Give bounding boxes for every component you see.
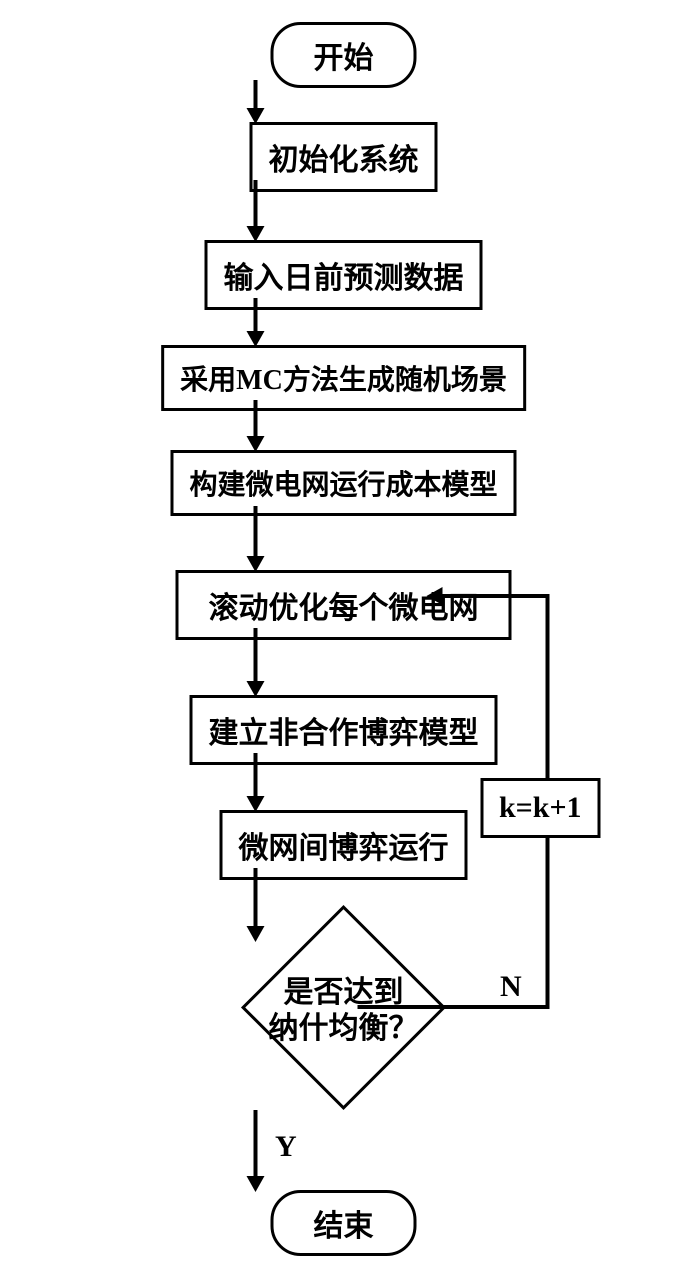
n-hline [357,1005,549,1009]
rolling-process: 滚动优化每个微电网 [176,570,512,640]
input-process: 输入日前预测数据 [205,240,483,310]
cost-label: 构建微电网运行成本模型 [189,470,497,501]
arrow-init-input [253,180,257,228]
flowchart-container: 开始 初始化系统 输入日前预测数据 采用MC方法生成随机场景 构建微电网运行成本… [0,0,687,1266]
arrowhead-game-decision [246,926,264,942]
arrow-rolling-noncoop [253,628,257,683]
loop-vline [545,594,549,779]
increment-label: k=k+1 [499,791,582,824]
no-label: N [500,970,522,1004]
init-label: 初始化系统 [269,144,419,177]
arrow-input-mc [253,298,257,333]
noncoop-process: 建立非合作博弈模型 [190,695,498,765]
arrowhead-loop [426,587,442,605]
arrow-game-decision [253,868,257,928]
n-vline [545,836,549,1009]
arrow-noncoop-game [253,753,257,798]
game-label: 微网间博弈运行 [239,832,449,865]
input-label: 输入日前预测数据 [224,262,464,295]
arrow-decision-end [253,1110,257,1178]
end-terminal: 结束 [271,1190,417,1256]
mc-process: 采用MC方法生成随机场景 [161,345,526,411]
start-terminal: 开始 [271,22,417,88]
arrow-start-init [253,80,257,110]
arrow-cost-rolling [253,506,257,558]
yes-label: Y [275,1130,297,1164]
loop-hline [440,594,549,598]
noncoop-label: 建立非合作博弈模型 [209,717,479,750]
increment-process: k=k+1 [480,778,601,838]
arrowhead-decision-end [246,1176,264,1192]
init-process: 初始化系统 [250,122,438,192]
end-label: 结束 [314,1210,374,1243]
mc-label: 采用MC方法生成随机场景 [180,365,507,396]
cost-process: 构建微电网运行成本模型 [170,450,516,516]
arrow-mc-cost [253,400,257,438]
start-label: 开始 [314,42,374,75]
